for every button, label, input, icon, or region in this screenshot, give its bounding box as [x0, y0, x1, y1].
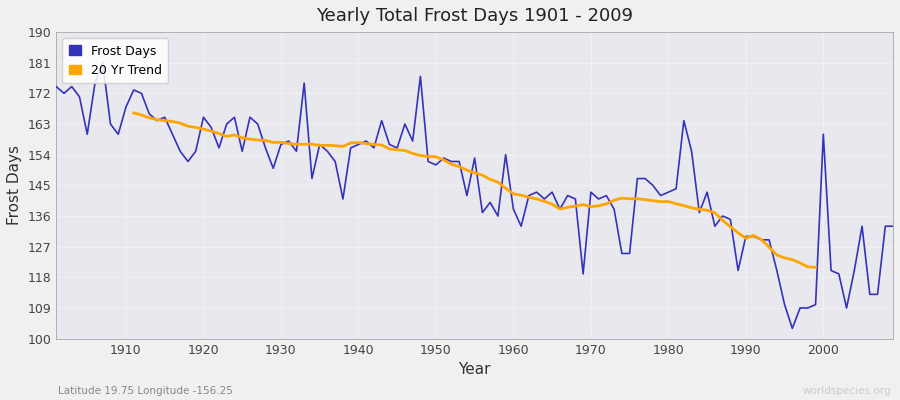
X-axis label: Year: Year [458, 362, 491, 377]
Text: worldspecies.org: worldspecies.org [803, 386, 891, 396]
Title: Yearly Total Frost Days 1901 - 2009: Yearly Total Frost Days 1901 - 2009 [316, 7, 633, 25]
Text: Latitude 19.75 Longitude -156.25: Latitude 19.75 Longitude -156.25 [58, 386, 233, 396]
Legend: Frost Days, 20 Yr Trend: Frost Days, 20 Yr Trend [62, 38, 168, 83]
Y-axis label: Frost Days: Frost Days [7, 145, 22, 225]
